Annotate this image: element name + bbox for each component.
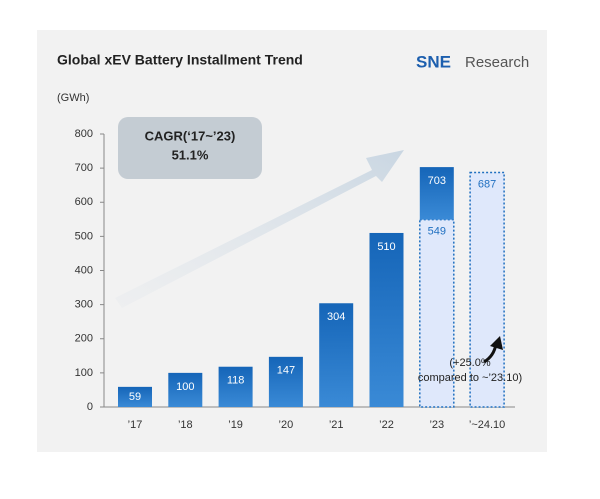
bar	[218, 366, 253, 407]
value-label: 100	[176, 381, 194, 393]
value-label: 510	[377, 241, 395, 253]
value-label: 703	[428, 175, 446, 187]
x-tick-label: ’21	[329, 419, 344, 431]
value-label: 549	[428, 226, 446, 238]
cagr-value: 51.1%	[172, 147, 209, 162]
value-label: 687	[478, 178, 496, 190]
bar	[118, 386, 152, 407]
note-arrowhead	[490, 336, 503, 350]
value-label: 59	[129, 391, 141, 403]
brand-name: Research	[465, 54, 529, 71]
note-line: (+25.0%	[449, 357, 490, 369]
plot: 0 100 200 300 400 500 600 700 800 ’17 59 ’18 100 ’19 1…	[75, 128, 515, 431]
cagr-box	[118, 117, 262, 179]
bar	[319, 303, 354, 407]
unit-label: (GWh)	[57, 92, 89, 104]
bar	[369, 232, 404, 407]
trend-arrow	[115, 150, 404, 308]
chart-title: Global xEV Battery Installment Trend	[57, 52, 303, 68]
value-label: 304	[327, 311, 345, 323]
x-tick-label: ’20	[279, 419, 294, 431]
bar-dashed	[469, 171, 505, 408]
note-line: compared to ~’23.10)	[418, 372, 522, 384]
value-label: 147	[277, 365, 295, 377]
bar	[268, 356, 303, 407]
bar	[168, 372, 203, 407]
y-tick-label: 400	[75, 264, 93, 276]
brand-mark: SNE	[416, 52, 451, 71]
bar	[419, 167, 454, 220]
y-tick-label: 700	[75, 162, 93, 174]
x-tick-label: ’18	[178, 419, 193, 431]
y-tick-label: 300	[75, 299, 93, 311]
y-tick-label: 0	[87, 401, 93, 413]
x-tick-label: ’17	[128, 419, 143, 431]
x-tick-label: ’23	[429, 419, 444, 431]
cagr-label: CAGR(‘17~’23)	[145, 128, 236, 143]
y-tick-label: 800	[75, 128, 93, 140]
y-tick-label: 600	[75, 196, 93, 208]
y-tick-label: 200	[75, 333, 93, 345]
y-tick-label: 500	[75, 230, 93, 242]
value-label: 118	[227, 375, 245, 387]
x-tick-label: ’22	[379, 419, 394, 431]
y-tick-label: 100	[75, 367, 93, 379]
bar-partial	[419, 218, 455, 408]
x-tick-label: ’~24.10	[469, 419, 505, 431]
x-tick-label: ’19	[228, 419, 243, 431]
